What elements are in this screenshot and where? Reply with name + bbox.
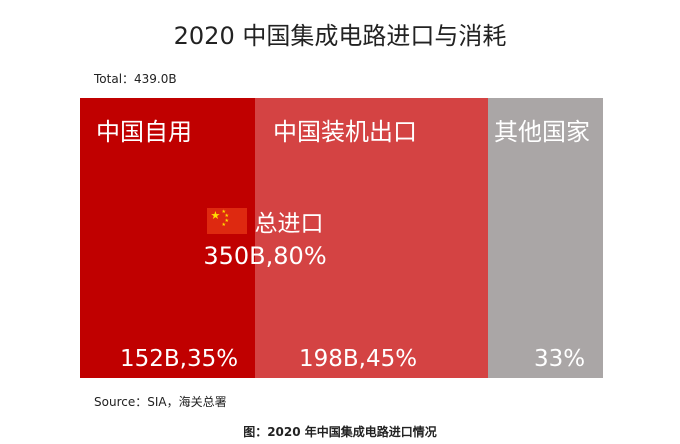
china-flag-icon: ★ ★ ★ ★ ★ <box>206 208 247 234</box>
segment-self-use-label: 中国自用 <box>96 118 192 146</box>
total-import-label: 总进口 <box>254 211 324 237</box>
segment-device-export: 中国装机出口 198B,45% <box>255 98 488 378</box>
figure-caption: 图：2020 年中国集成电路进口情况 <box>243 425 437 439</box>
total-import-overlay: ★ ★ ★ ★ ★ 总进口 350B,80% <box>200 204 330 270</box>
segment-other-countries-value: 33% <box>534 346 586 372</box>
stacked-bar-chart: 中国自用 152B,35% 中国装机出口 198B,45% 其他国家 33% ★ ★ ★ … <box>80 98 603 378</box>
segment-self-use-value: 152B,35% <box>120 346 239 372</box>
segment-device-export-value: 198B,45% <box>299 346 418 372</box>
total-label: Total：439.0B <box>94 72 177 86</box>
chart-title: 2020 中国集成电路进口与消耗 <box>173 22 507 50</box>
segment-other-countries-label: 其他国家 <box>494 118 590 146</box>
total-import-value: 350B,80% <box>203 242 327 270</box>
segment-device-export-label: 中国装机出口 <box>273 118 417 146</box>
source-note: Source：SIA，海关总署 <box>94 395 227 409</box>
segment-other-countries: 其他国家 33% <box>488 98 603 378</box>
segment-self-use: 中国自用 152B,35% <box>80 98 255 378</box>
